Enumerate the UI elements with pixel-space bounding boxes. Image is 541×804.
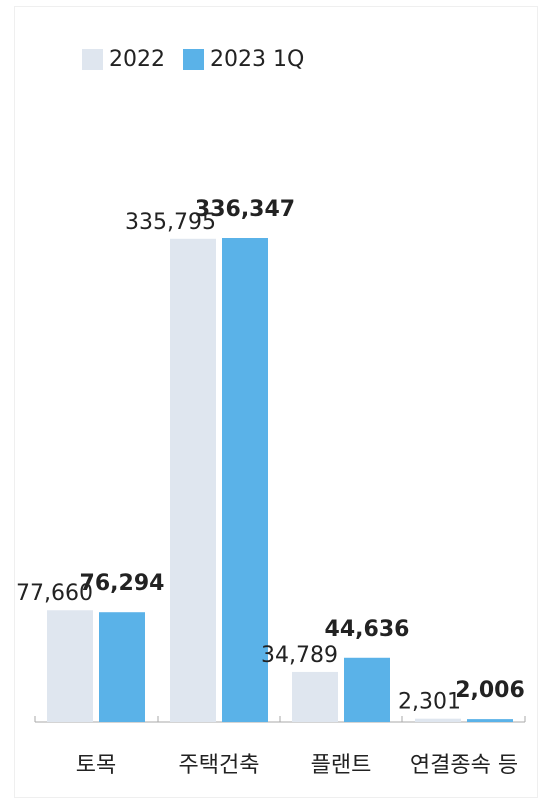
data-label-2023-1q: 336,347 bbox=[195, 197, 295, 222]
x-tick-label: 토목 bbox=[76, 753, 116, 778]
data-label-2022: 77,660 bbox=[16, 581, 93, 606]
data-label-2022: 2,301 bbox=[398, 690, 461, 715]
bar-2022 bbox=[170, 238, 216, 723]
legend-label-2022: 2022 bbox=[109, 47, 165, 72]
data-label-2023-1q: 44,636 bbox=[325, 617, 410, 642]
data-label-2023-1q: 76,294 bbox=[80, 571, 165, 596]
data-label-2022: 335,795 bbox=[125, 210, 216, 235]
x-tick-label: 플랜트 bbox=[311, 753, 372, 778]
legend-swatch-2023-1q bbox=[183, 49, 204, 70]
bar-2023-1q bbox=[344, 657, 390, 722]
legend-item-2022: 2022 bbox=[82, 47, 165, 72]
chart-frame bbox=[14, 6, 538, 798]
bar-2023-1q bbox=[99, 612, 145, 722]
x-tick-label: 주택건축 bbox=[179, 753, 260, 778]
legend-item-2023-1q: 2023 1Q bbox=[183, 47, 304, 72]
bar-2023-1q bbox=[222, 238, 268, 722]
legend-label-2023-1q: 2023 1Q bbox=[210, 47, 305, 72]
legend-swatch-2022 bbox=[82, 49, 103, 70]
data-label-2022: 34,789 bbox=[261, 643, 338, 668]
x-tick-label: 연결종속 등 bbox=[410, 753, 518, 778]
bar-2023-1q bbox=[467, 719, 513, 722]
bar-2022 bbox=[47, 610, 93, 722]
data-label-2023-1q: 2,006 bbox=[455, 678, 525, 703]
bar-2022 bbox=[292, 671, 338, 722]
chart-legend: 2022 2023 1Q bbox=[82, 47, 322, 72]
bar-2022 bbox=[415, 718, 461, 722]
